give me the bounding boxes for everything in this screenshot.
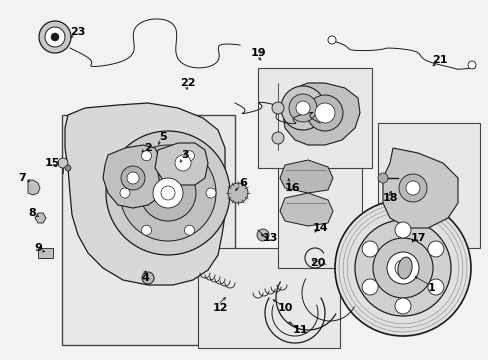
Circle shape bbox=[161, 186, 175, 200]
Text: 7: 7 bbox=[18, 173, 26, 183]
Circle shape bbox=[306, 95, 342, 131]
Polygon shape bbox=[283, 83, 359, 145]
Text: 5: 5 bbox=[159, 132, 166, 142]
Circle shape bbox=[39, 21, 71, 53]
Text: 10: 10 bbox=[277, 303, 292, 313]
Circle shape bbox=[51, 33, 59, 41]
Circle shape bbox=[184, 151, 194, 161]
Circle shape bbox=[271, 132, 284, 144]
Circle shape bbox=[314, 103, 334, 123]
Text: 18: 18 bbox=[382, 193, 397, 203]
Circle shape bbox=[140, 165, 196, 221]
Text: 2: 2 bbox=[144, 143, 152, 153]
Circle shape bbox=[394, 222, 410, 238]
Polygon shape bbox=[382, 148, 457, 228]
Bar bbox=[377, 123, 479, 248]
Circle shape bbox=[386, 252, 418, 284]
Text: 13: 13 bbox=[262, 233, 277, 243]
Circle shape bbox=[427, 241, 443, 257]
Circle shape bbox=[327, 36, 335, 44]
Circle shape bbox=[394, 298, 410, 314]
Text: 3: 3 bbox=[181, 150, 188, 160]
Text: 8: 8 bbox=[28, 208, 36, 218]
Text: 16: 16 bbox=[284, 183, 299, 193]
Text: 19: 19 bbox=[250, 48, 265, 58]
Bar bbox=[38, 248, 53, 258]
Ellipse shape bbox=[397, 257, 411, 279]
Polygon shape bbox=[28, 180, 40, 195]
Text: 1: 1 bbox=[427, 283, 435, 293]
Circle shape bbox=[45, 27, 65, 47]
Polygon shape bbox=[65, 103, 224, 285]
Circle shape bbox=[361, 279, 377, 295]
Circle shape bbox=[334, 200, 470, 336]
Polygon shape bbox=[155, 143, 207, 185]
Circle shape bbox=[281, 86, 325, 130]
Bar bbox=[258, 68, 371, 168]
Polygon shape bbox=[35, 213, 46, 223]
Text: 6: 6 bbox=[239, 178, 246, 188]
Polygon shape bbox=[280, 160, 332, 193]
Bar bbox=[198, 248, 339, 348]
Circle shape bbox=[127, 172, 139, 184]
Circle shape bbox=[65, 165, 71, 171]
Text: 12: 12 bbox=[212, 303, 227, 313]
Circle shape bbox=[398, 174, 426, 202]
Text: 20: 20 bbox=[310, 258, 325, 268]
Circle shape bbox=[427, 279, 443, 295]
Text: 21: 21 bbox=[431, 55, 447, 65]
Circle shape bbox=[153, 178, 183, 208]
Circle shape bbox=[227, 183, 247, 203]
Circle shape bbox=[377, 173, 387, 183]
Circle shape bbox=[205, 188, 216, 198]
Circle shape bbox=[257, 229, 268, 241]
Circle shape bbox=[271, 102, 284, 114]
Circle shape bbox=[106, 131, 229, 255]
Circle shape bbox=[184, 225, 194, 235]
Text: 11: 11 bbox=[292, 325, 307, 335]
Circle shape bbox=[175, 155, 191, 171]
Circle shape bbox=[394, 260, 410, 276]
Circle shape bbox=[141, 225, 151, 235]
Text: 9: 9 bbox=[34, 243, 42, 253]
Polygon shape bbox=[280, 193, 332, 226]
Circle shape bbox=[120, 145, 216, 241]
Text: 14: 14 bbox=[311, 223, 327, 233]
Text: 22: 22 bbox=[180, 78, 195, 88]
Circle shape bbox=[372, 238, 432, 298]
Circle shape bbox=[288, 94, 316, 122]
Bar bbox=[278, 148, 361, 268]
Circle shape bbox=[295, 101, 309, 115]
Circle shape bbox=[141, 151, 151, 161]
Text: 17: 17 bbox=[409, 233, 425, 243]
Text: 15: 15 bbox=[44, 158, 60, 168]
Text: 4: 4 bbox=[141, 273, 149, 283]
Circle shape bbox=[58, 158, 68, 168]
Circle shape bbox=[467, 61, 475, 69]
Circle shape bbox=[354, 220, 450, 316]
Circle shape bbox=[405, 181, 419, 195]
Text: 23: 23 bbox=[70, 27, 85, 37]
Circle shape bbox=[361, 241, 377, 257]
Circle shape bbox=[120, 188, 130, 198]
Polygon shape bbox=[103, 145, 160, 208]
Bar bbox=[62, 115, 235, 345]
Circle shape bbox=[121, 166, 145, 190]
Circle shape bbox=[142, 272, 154, 284]
